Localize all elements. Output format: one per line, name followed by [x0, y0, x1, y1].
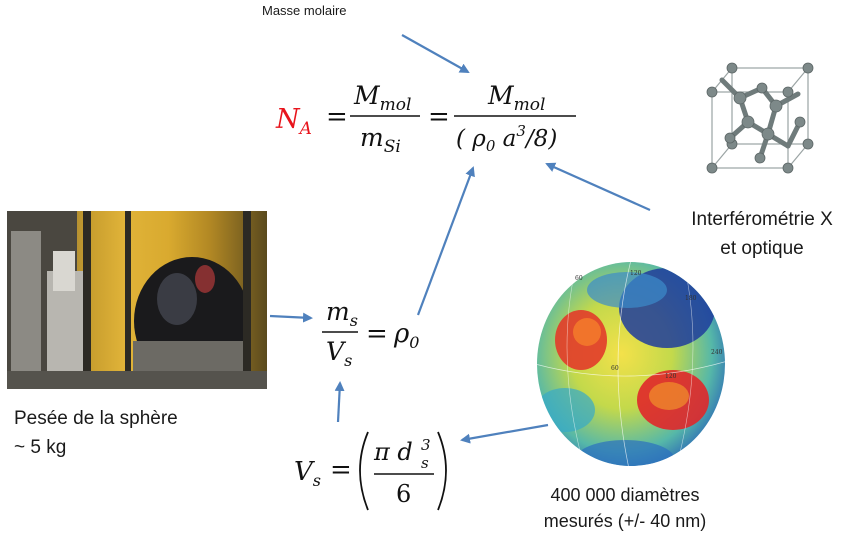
avogadro-subscript: A [298, 119, 312, 139]
svg-text:( ρ0 a3/8): ( ρ0 a3/8) [456, 122, 557, 155]
label-interferometrie-line2: et optique [720, 238, 804, 259]
svg-text:Vs: Vs [294, 457, 321, 490]
volume-pi: π [373, 438, 391, 466]
density-numerator: m [326, 297, 350, 326]
arrow-interferometrie [545, 162, 651, 212]
sphere-tick-4: 240 [711, 349, 723, 356]
arrow-masse-molaire [401, 34, 470, 73]
label-interferometrie-line1: Interférométrie X [691, 209, 833, 230]
volume-left-paren [359, 431, 369, 511]
label-masse-molaire: Masse molaire [262, 3, 347, 18]
label-pesee-line1: Pesée de la sphère [14, 408, 178, 429]
equation-avogadro: NA = Mmol mSi = Mmol ( ρ0 a3/8) [275, 81, 576, 157]
sphere-weighing-photo [7, 211, 267, 389]
frac2-den-close: /8) [524, 126, 557, 152]
volume-right-paren [437, 431, 447, 511]
svg-text:Mmol: Mmol [353, 81, 411, 115]
sphere-tick-1: 60 [575, 275, 583, 282]
density-numerator-sub: s [350, 311, 358, 330]
frac2-den-rho-sub: 0 [486, 137, 496, 155]
svg-text:Mmol: Mmol [487, 81, 545, 115]
svg-text:Vs: Vs [326, 337, 352, 370]
frac1-denominator-sub: Si [384, 137, 401, 157]
density-rho-sub: 0 [409, 333, 419, 352]
label-interferometrie: Interférométrie X et optique [664, 205, 857, 263]
equals-sign-1: = [326, 102, 348, 132]
svg-text:ρ0: ρ0 [393, 319, 419, 352]
photo-illustration [7, 211, 267, 389]
equals-sign-2: = [428, 102, 450, 132]
volume-denominator: 6 [396, 480, 411, 508]
density-equals: = [366, 319, 388, 349]
volume-d-sub: s [421, 454, 429, 472]
equation-volume: Vs = π d 3 s 6 [294, 431, 447, 511]
frac1-denominator: m [360, 123, 384, 152]
arrow-sphere-to-volume [460, 423, 549, 444]
sphere-tick-5: 60 [611, 365, 619, 372]
label-diametres-line1: 400 000 diamètres [550, 485, 700, 505]
svg-text:mSi: mSi [360, 123, 401, 157]
frac2-den-a: a [495, 126, 516, 152]
label-pesee: Pesée de la sphère ~ 5 kg [14, 404, 178, 462]
sphere-tick-3: 180 [685, 295, 697, 302]
sphere-tick-6: 120 [665, 373, 677, 380]
frac2-den-open: ( ρ [456, 126, 486, 152]
volume-lhs: V [294, 457, 315, 487]
svg-text:NA: NA [275, 104, 312, 139]
volume-equals: = [330, 455, 352, 485]
arrow-density-to-avogadro [416, 166, 475, 316]
volume-d-sup: 3 [421, 436, 431, 454]
equation-density: ms Vs = ρ0 [322, 297, 419, 370]
arrow-photo-to-density [269, 312, 313, 323]
label-diametres-line2: mesurés (+/- 40 nm) [543, 511, 707, 531]
density-denominator-sub: s [344, 351, 352, 370]
svg-text:π d: π d [373, 438, 413, 466]
density-denominator: V [326, 337, 347, 366]
volume-d: d [390, 438, 413, 466]
frac1-numerator: M [353, 81, 381, 110]
sphere-diameter-map-icon: 60 120 180 240 60 120 [537, 262, 725, 466]
frac2-den-exp: 3 [516, 122, 526, 140]
svg-text:ms: ms [326, 297, 358, 330]
label-pesee-line2: ~ 5 kg [14, 437, 67, 458]
frac2-numerator-sub: mol [514, 95, 546, 115]
frac2-numerator: M [487, 81, 515, 110]
label-diametres: 400 000 diamètres mesurés (+/- 40 nm) [517, 482, 733, 534]
arrow-volume-to-density [334, 381, 345, 423]
sphere-tick-2: 120 [630, 270, 642, 277]
avogadro-symbol: N [275, 104, 301, 135]
volume-lhs-sub: s [313, 471, 321, 490]
density-rho: ρ [393, 319, 410, 349]
frac1-numerator-sub: mol [380, 95, 412, 115]
silicon-crystal-lattice-icon [706, 62, 814, 174]
